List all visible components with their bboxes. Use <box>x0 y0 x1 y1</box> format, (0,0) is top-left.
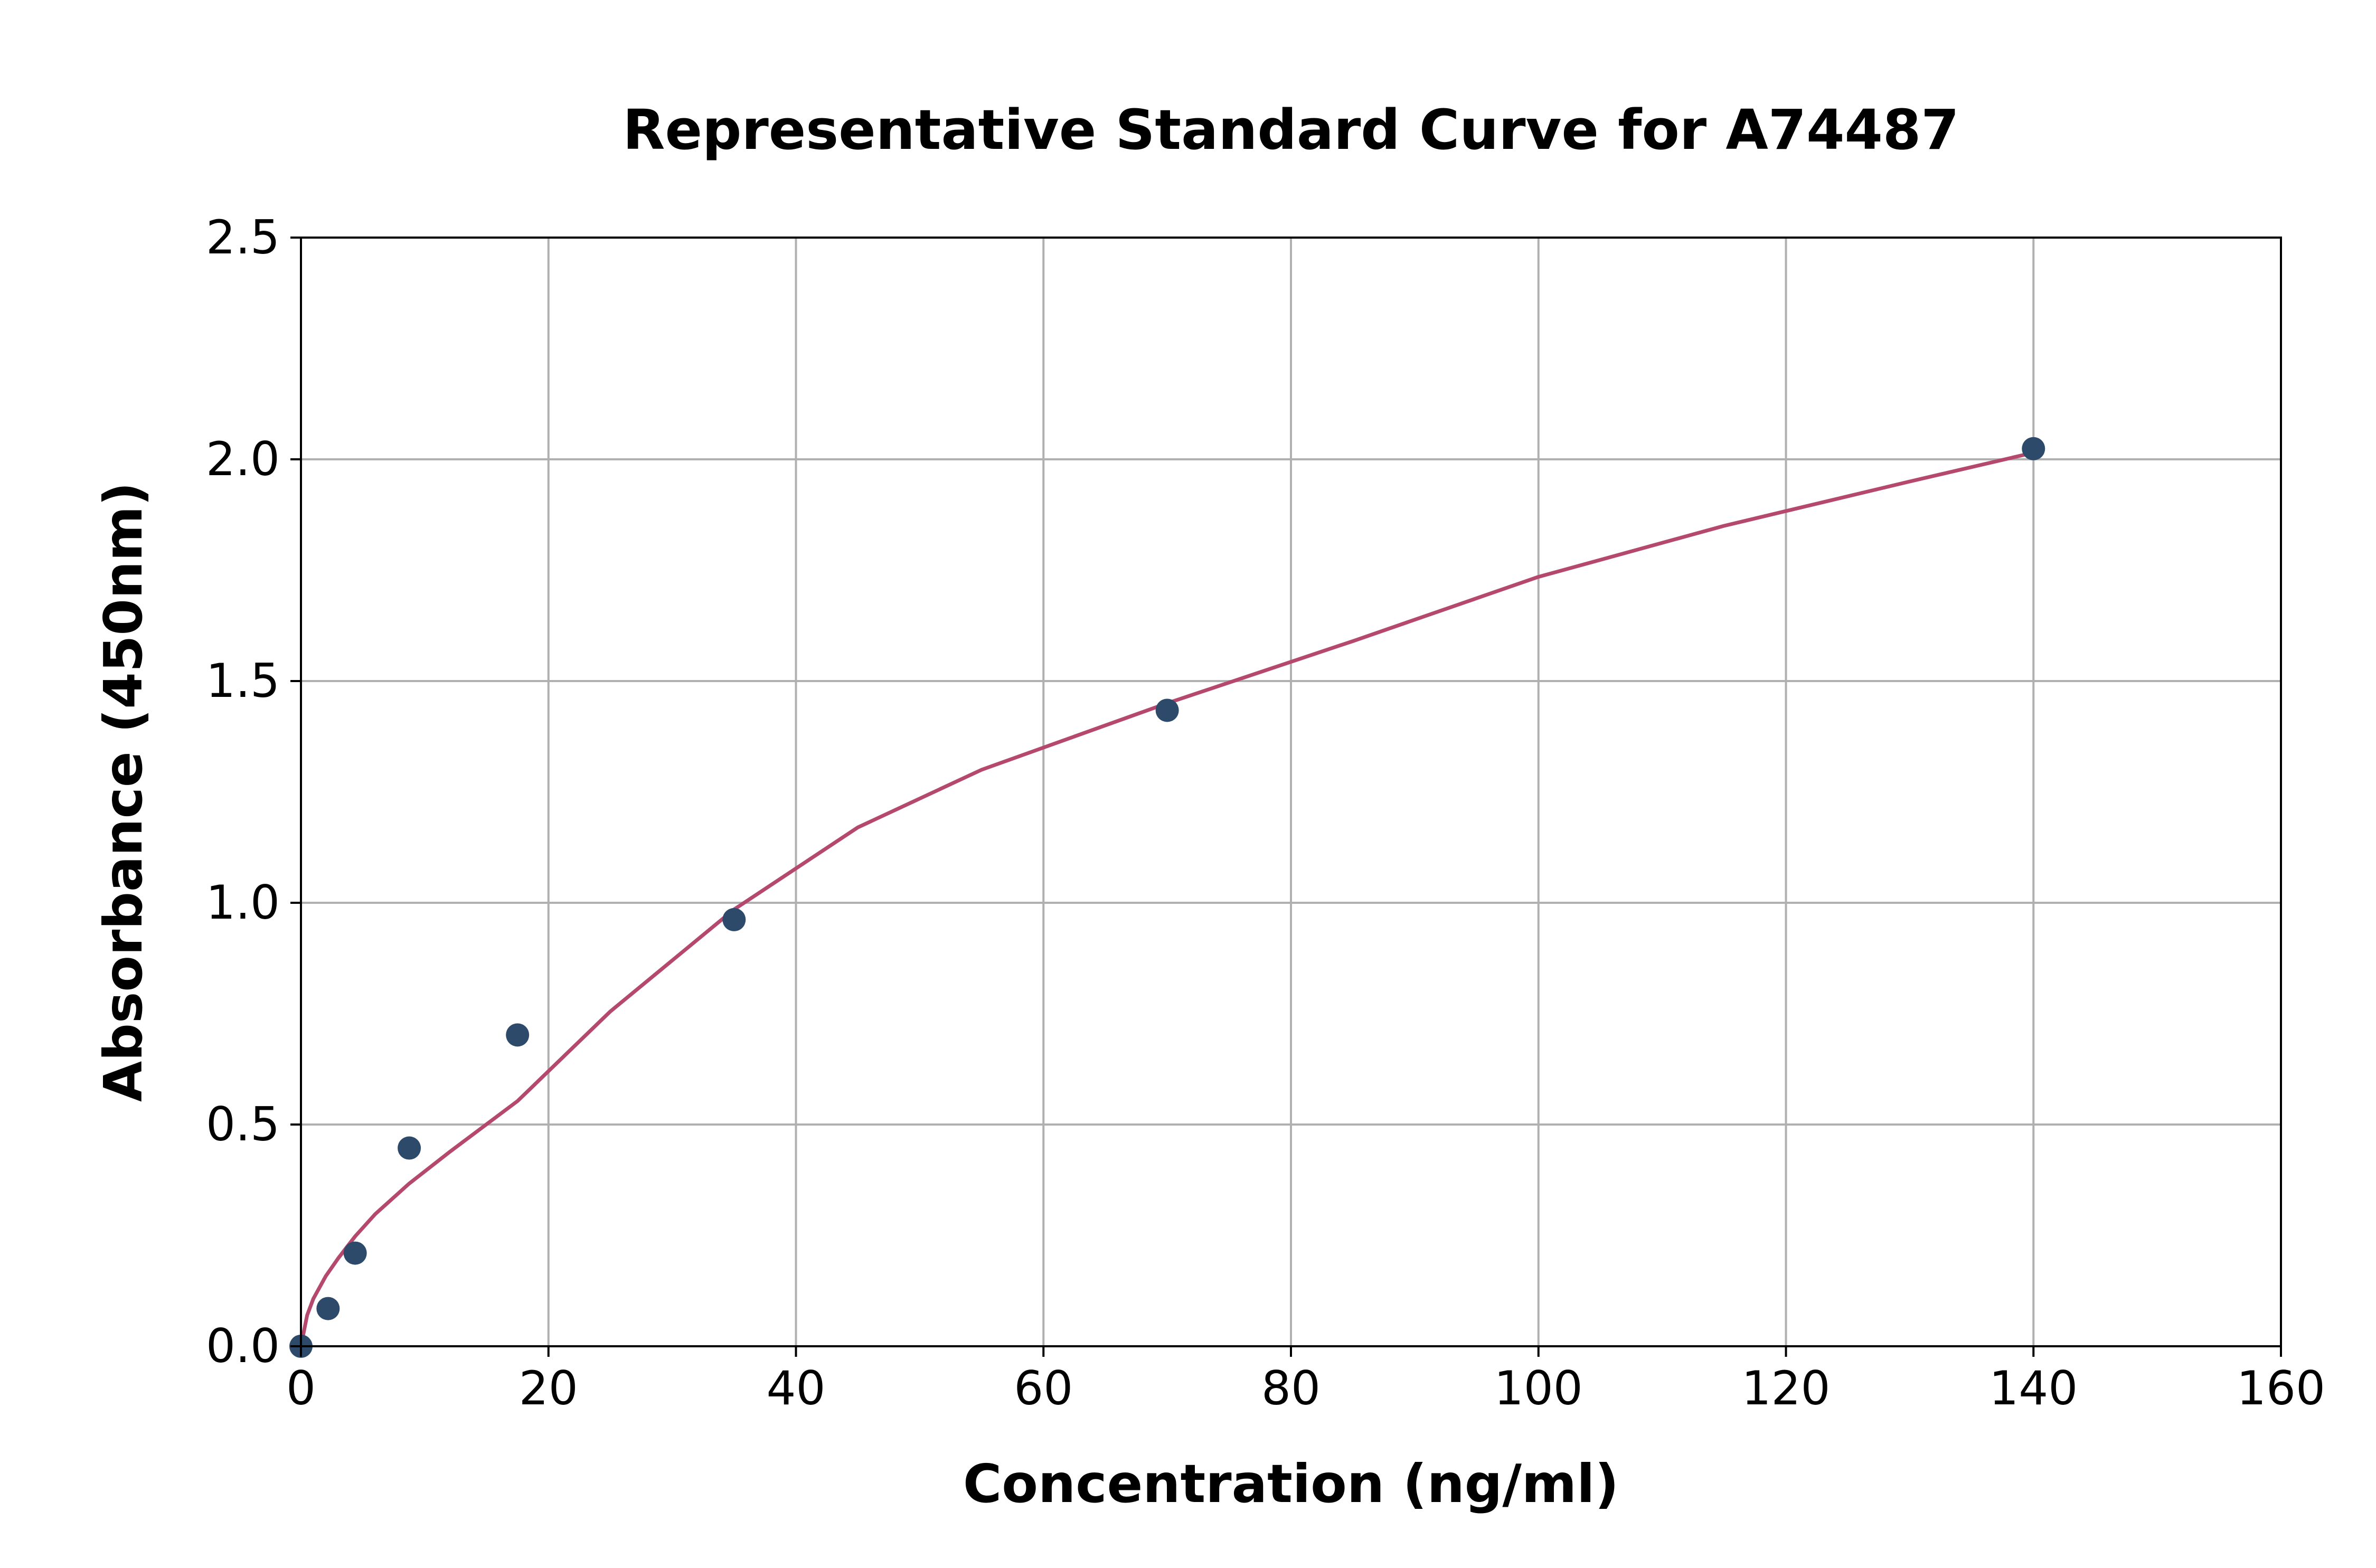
x-tick-label: 40 <box>767 1361 826 1415</box>
data-point <box>343 1241 367 1265</box>
data-point <box>1155 698 1179 722</box>
x-tick-label: 60 <box>1014 1361 1073 1415</box>
fit-curve-line <box>299 450 2035 1348</box>
data-point <box>722 908 746 931</box>
x-tick-label: 140 <box>1989 1361 2078 1415</box>
y-tick-label: 2.0 <box>206 432 280 486</box>
data-points-layer <box>289 437 2045 1358</box>
y-axis-ticks: 0.0 0.5 1.0 1.5 2.0 2.5 <box>206 210 301 1373</box>
data-point <box>506 1023 530 1047</box>
y-tick-label: 0.5 <box>206 1097 280 1151</box>
x-tick-label: 120 <box>1742 1361 1831 1415</box>
x-axis-label: Concentration (ng/ml) <box>963 1453 1619 1515</box>
x-tick-label: 160 <box>2237 1361 2325 1415</box>
y-tick-label: 2.5 <box>206 210 280 265</box>
y-axis-label: Absorbance (450nm) <box>92 482 154 1102</box>
x-tick-label: 80 <box>1261 1361 1321 1415</box>
y-tick-label: 0.0 <box>206 1319 280 1373</box>
x-tick-label: 20 <box>519 1361 578 1415</box>
x-axis-ticks: 0 20 40 60 80 100 120 140 160 <box>286 1346 2325 1415</box>
data-point <box>2022 437 2045 460</box>
data-point <box>398 1136 421 1160</box>
fit-curve-layer <box>299 450 2035 1348</box>
x-tick-label: 0 <box>286 1361 316 1415</box>
grid <box>300 237 2282 1347</box>
chart-title: Representative Standard Curve for A74487 <box>623 98 1959 162</box>
y-tick-label: 1.0 <box>206 875 280 930</box>
data-point <box>316 1297 340 1320</box>
x-tick-label: 100 <box>1494 1361 1583 1415</box>
y-tick-label: 1.5 <box>206 654 280 708</box>
